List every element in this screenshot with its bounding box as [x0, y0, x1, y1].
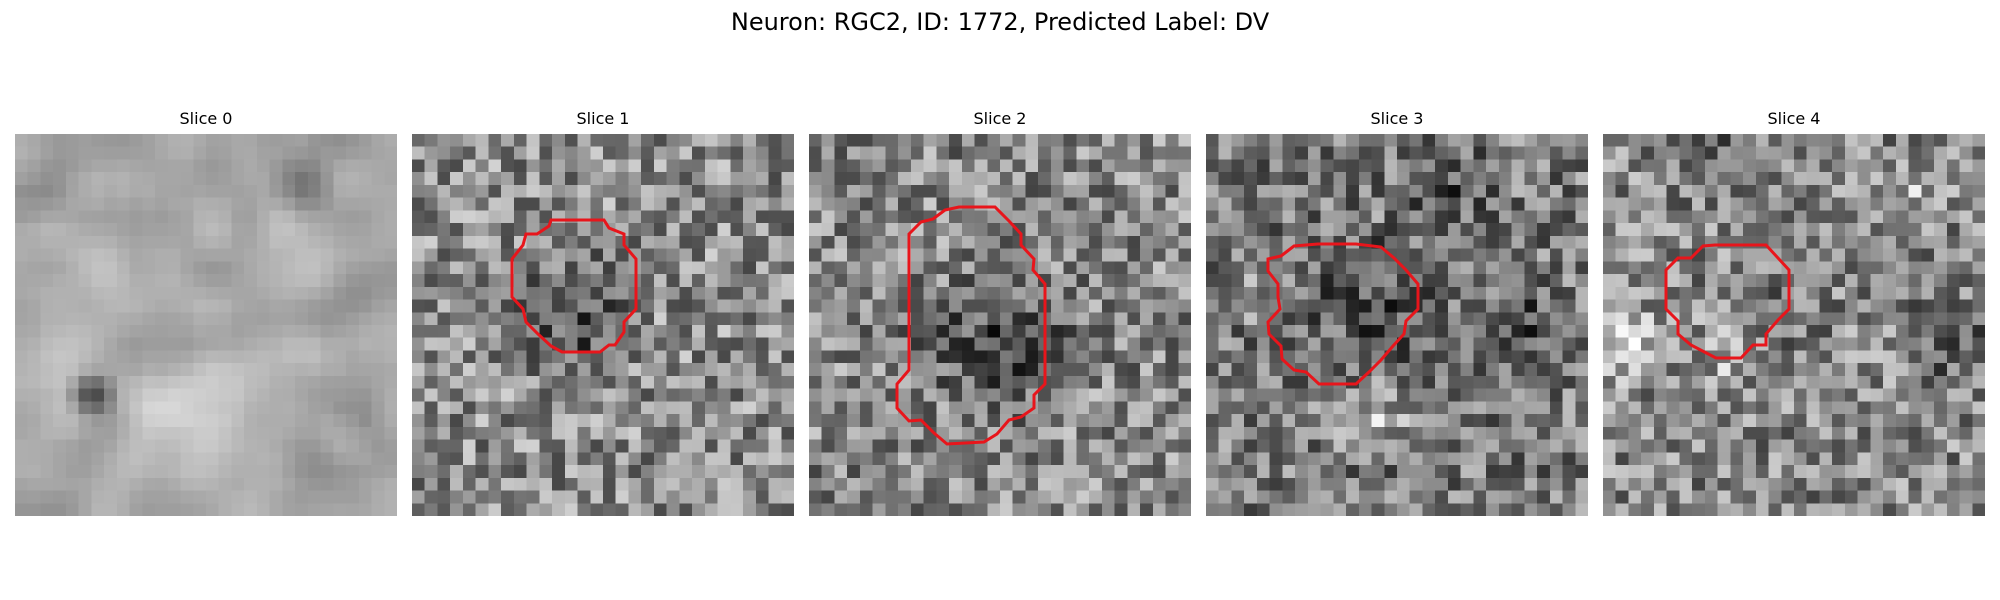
slice-2-roi-overlay: [809, 134, 1191, 516]
slice-2-title: Slice 2: [809, 108, 1191, 130]
slice-0-grayscale-image: [15, 134, 397, 516]
slice-1-image-panel: [412, 134, 794, 516]
slice-2-image-panel: [809, 134, 1191, 516]
slice-4-title: Slice 4: [1603, 108, 1985, 130]
slice-1-roi-overlay: [412, 134, 794, 516]
slice-3-roi-overlay: [1206, 134, 1588, 516]
slice-4-roi-contour: [1666, 245, 1789, 358]
slice-4-image-panel: [1603, 134, 1985, 516]
slice-0-image-panel: [15, 134, 397, 516]
figure-title: Neuron: RGC2, ID: 1772, Predicted Label:…: [0, 6, 2000, 38]
slice-3-title: Slice 3: [1206, 108, 1588, 130]
slice-2-roi-contour: [897, 207, 1045, 444]
slice-1-roi-contour: [512, 220, 636, 352]
slice-3-image-panel: [1206, 134, 1588, 516]
slice-0-title: Slice 0: [15, 108, 397, 130]
slice-1-title: Slice 1: [412, 108, 794, 130]
slice-4-roi-overlay: [1603, 134, 1985, 516]
slice-3-roi-contour: [1268, 244, 1418, 384]
